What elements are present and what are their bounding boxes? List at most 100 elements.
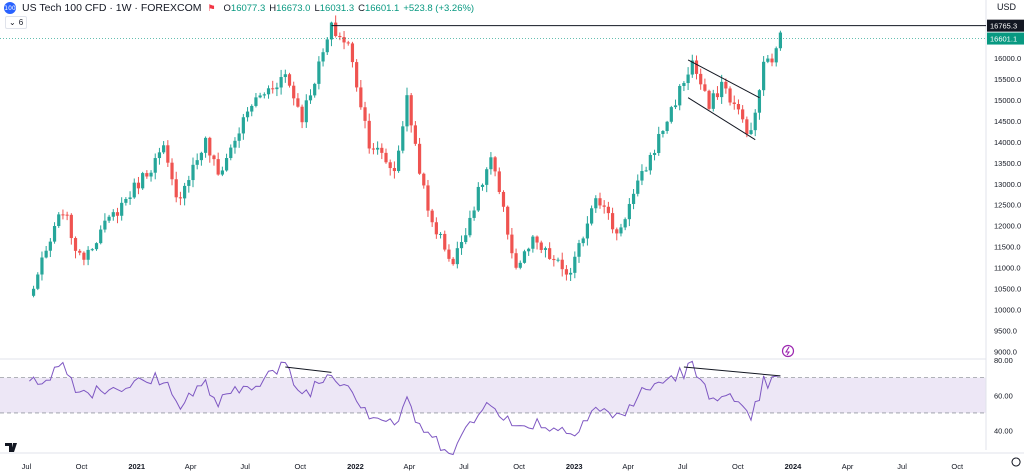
- open-value: 16077.3: [230, 2, 266, 14]
- flag-icon[interactable]: ⚑: [207, 3, 216, 13]
- channel-trendline: [687, 59, 760, 99]
- candle-up: [669, 107, 673, 122]
- candle-up: [254, 97, 258, 106]
- price-tick-label: 15000.0: [994, 96, 1021, 105]
- symbol-title[interactable]: US Tech 100 CFD · 1W · FOREXCOM: [22, 2, 202, 14]
- time-tick-label: Oct: [76, 462, 89, 471]
- candle-up: [623, 219, 627, 228]
- symbol-logo-icon: 100: [4, 2, 16, 14]
- candle-down: [409, 95, 413, 126]
- time-tick-label: Jul: [22, 462, 32, 471]
- candle-up: [203, 137, 208, 153]
- candle-down: [208, 137, 212, 156]
- candle-up: [711, 93, 715, 109]
- candle-down: [510, 234, 514, 254]
- candle-up: [241, 117, 245, 134]
- time-tick-label: Oct: [951, 462, 964, 471]
- time-tick-label: Apr: [622, 462, 634, 471]
- currency-label[interactable]: USD: [996, 2, 1016, 12]
- candle-up: [308, 95, 313, 101]
- time-tick-label: 2024: [785, 462, 803, 471]
- candle-down: [145, 173, 149, 177]
- candle-down: [447, 249, 451, 259]
- candle-down: [350, 43, 355, 63]
- candle-up: [40, 257, 44, 275]
- candle-up: [376, 147, 380, 150]
- candle-down: [703, 84, 707, 91]
- candle-up: [187, 180, 191, 186]
- candle-down: [65, 214, 69, 216]
- time-tick-label: Jul: [240, 462, 250, 471]
- candle-up: [233, 140, 237, 148]
- candle-up: [313, 83, 317, 96]
- candle-up: [149, 172, 153, 177]
- time-tick-label: Jul: [897, 462, 907, 471]
- price-tick-label: 10000.0: [994, 306, 1021, 315]
- rsi-tick-label: 40.00: [994, 427, 1013, 436]
- candle-up: [464, 235, 468, 243]
- candle-up: [44, 250, 48, 258]
- candle-down: [178, 197, 183, 199]
- candle-up: [690, 60, 694, 75]
- rsi-divergence-line: [285, 366, 332, 373]
- candle-down: [363, 107, 367, 121]
- candle-up: [678, 85, 682, 106]
- indicators-toggle[interactable]: ⌄ 6: [5, 16, 28, 29]
- chevron-down-icon: ⌄: [9, 18, 16, 27]
- candle-down: [367, 120, 371, 149]
- candle-down: [384, 152, 388, 163]
- time-tick-label: Apr: [842, 462, 854, 471]
- candle-down: [745, 119, 749, 134]
- flash-icon: [781, 344, 795, 358]
- candle-down: [271, 88, 275, 90]
- candle-down: [82, 252, 86, 260]
- high-label: H: [269, 2, 277, 14]
- indicator-count: 6: [18, 18, 24, 27]
- candle-down: [174, 179, 178, 198]
- candle-up: [157, 152, 162, 159]
- candle-up: [590, 208, 594, 224]
- candle-down: [699, 73, 703, 85]
- candle-down: [166, 145, 170, 163]
- candle-down: [602, 205, 606, 207]
- candle-up: [90, 249, 94, 251]
- rsi-divergence-line: [683, 366, 781, 377]
- candle-up: [762, 61, 766, 91]
- candle-up: [480, 184, 485, 187]
- candle-down: [514, 253, 518, 268]
- candle-up: [262, 94, 266, 96]
- candle-down: [732, 102, 736, 105]
- candle-up: [266, 88, 271, 95]
- candle-up: [757, 90, 762, 113]
- candle-up: [245, 111, 250, 118]
- candle-up: [304, 100, 308, 123]
- candle-up: [518, 262, 522, 268]
- price-tick-label: 12500.0: [994, 201, 1021, 210]
- candle-down: [694, 60, 699, 74]
- candle-up: [594, 198, 598, 209]
- change-value: +523.8 (+3.26%): [403, 2, 475, 14]
- candle-up: [405, 95, 409, 127]
- candle-up: [36, 274, 40, 289]
- close-value: 16601.1: [364, 2, 400, 14]
- time-tick-label: Oct: [513, 462, 526, 471]
- price-tick-label: 14000.0: [994, 138, 1021, 147]
- price-tick-label: 16000.0: [994, 54, 1021, 63]
- candle-up: [531, 236, 535, 249]
- candle-up: [766, 58, 770, 62]
- symbol-header: 100 US Tech 100 CFD · 1W · FOREXCOM ⚑ O1…: [4, 1, 474, 15]
- price-tick-label: 15500.0: [994, 75, 1021, 84]
- candle-up: [774, 48, 778, 63]
- candle-up: [279, 77, 283, 88]
- candle-up: [132, 182, 136, 198]
- candle-up: [438, 233, 443, 235]
- candle-up: [325, 39, 329, 53]
- candle-down: [69, 214, 73, 239]
- tv-logo-icon: [5, 443, 17, 452]
- candle-up: [455, 248, 459, 265]
- candle-up: [283, 74, 287, 78]
- candle-up: [321, 52, 325, 62]
- candle-up: [141, 173, 145, 189]
- candle-down: [334, 22, 338, 36]
